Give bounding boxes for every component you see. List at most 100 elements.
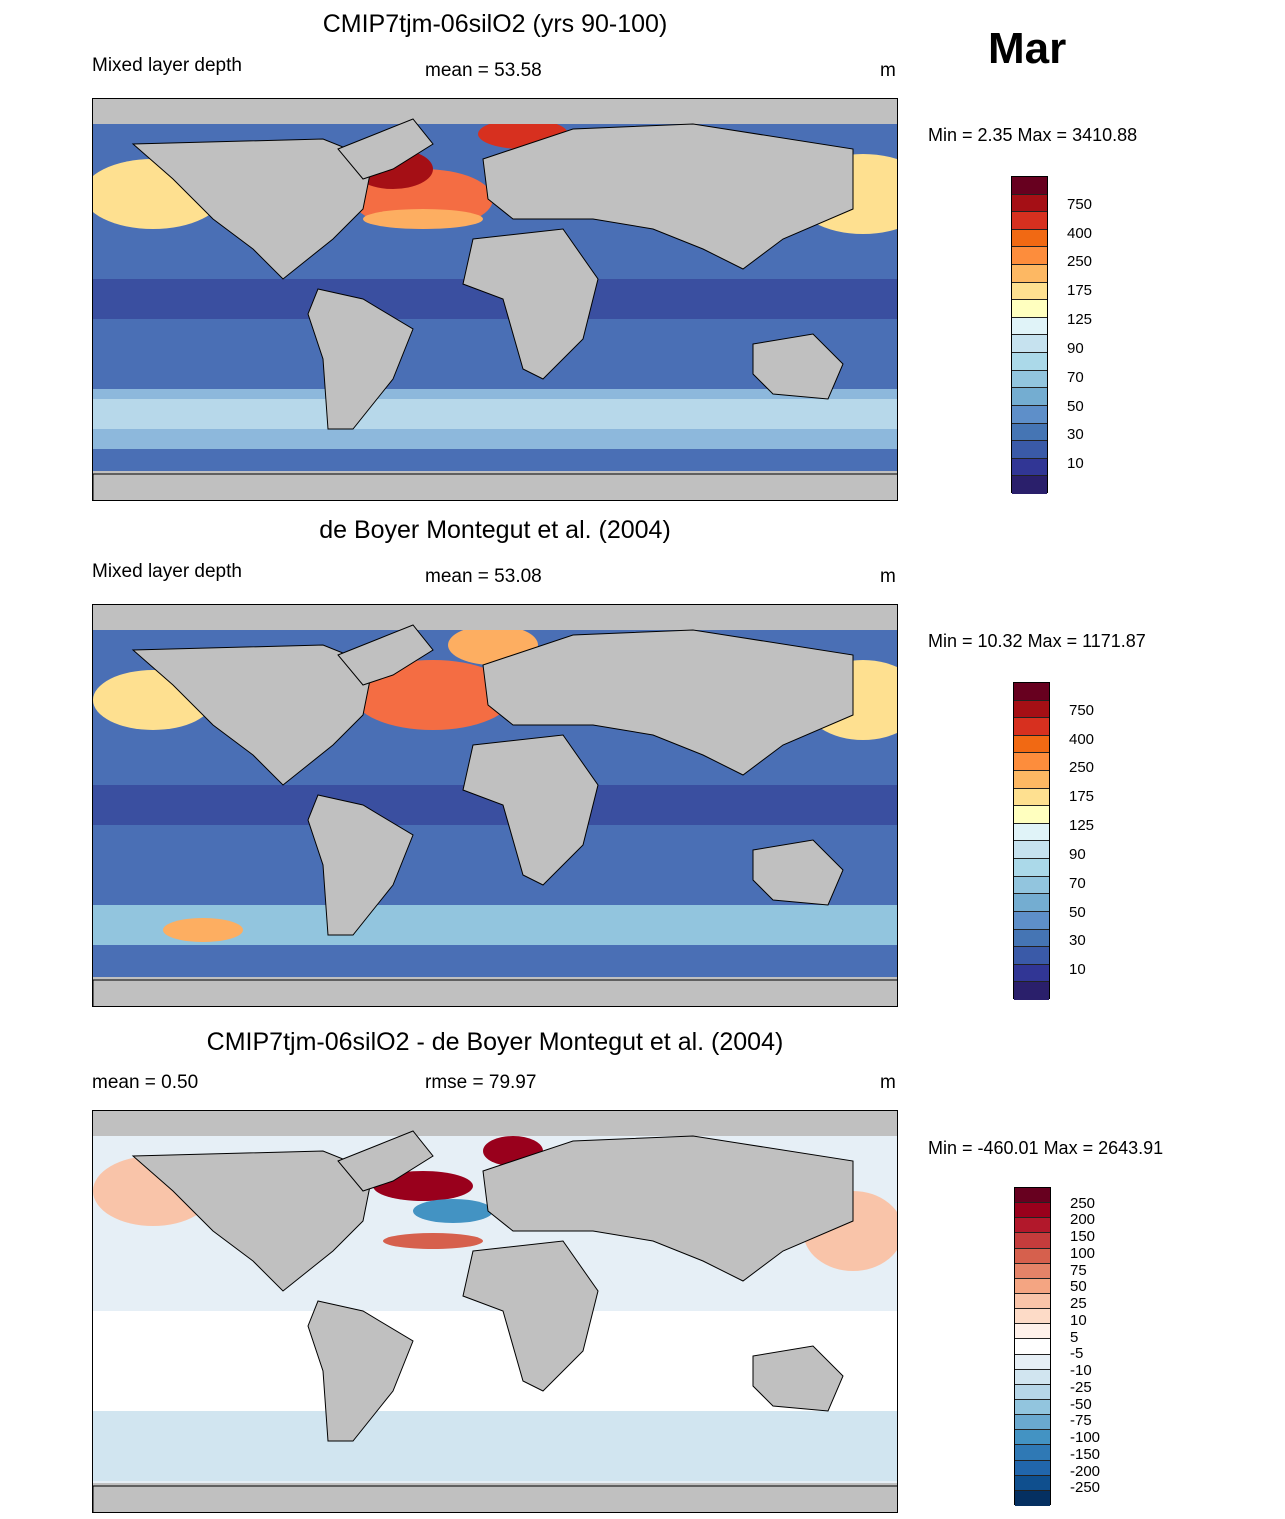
colorbar-segment bbox=[1012, 300, 1047, 318]
colorbar-segment bbox=[1014, 929, 1049, 948]
colorbar-tick-label: 750 bbox=[1067, 195, 1093, 213]
colorbar-tick-label: 400 bbox=[1067, 224, 1093, 242]
colorbar-segment bbox=[1015, 1203, 1050, 1219]
colorbar-tick-label: -25 bbox=[1070, 1378, 1092, 1396]
panel-left-label: Mixed layer depth bbox=[92, 55, 242, 76]
panel-title: de Boyer Montegut et al. (2004) bbox=[319, 516, 671, 544]
colorbar-tick-label: 70 bbox=[1067, 368, 1084, 386]
map-field-svg bbox=[93, 605, 897, 1006]
colorbar-tick-label: 50 bbox=[1069, 903, 1086, 921]
panel-title: CMIP7tjm-06silO2 (yrs 90-100) bbox=[322, 10, 668, 38]
map-field-svg bbox=[93, 99, 897, 500]
colorbar-tick-label: 90 bbox=[1069, 845, 1086, 863]
colorbar-tick-label: 25 bbox=[1070, 1295, 1087, 1313]
world-map bbox=[92, 604, 898, 1007]
colorbar bbox=[1014, 1187, 1051, 1506]
colorbar-segment bbox=[1015, 1475, 1050, 1491]
colorbar-segment bbox=[1012, 353, 1047, 371]
colorbar-segment bbox=[1015, 1399, 1050, 1416]
colorbar-tick-label: 10 bbox=[1069, 961, 1086, 979]
colorbar-tick-label: 30 bbox=[1067, 426, 1084, 444]
colorbar-segment bbox=[1015, 1415, 1050, 1431]
colorbar-tick-label: 5 bbox=[1070, 1328, 1079, 1346]
colorbar-segment bbox=[1015, 1263, 1050, 1279]
colorbar-segment bbox=[1014, 894, 1049, 912]
colorbar-tick-label: 125 bbox=[1069, 817, 1095, 835]
colorbar-tick-label: 250 bbox=[1070, 1194, 1096, 1212]
colorbar-tick-label: 50 bbox=[1067, 397, 1084, 415]
colorbar-segment bbox=[1014, 735, 1049, 754]
colorbar-segment bbox=[1014, 788, 1049, 807]
colorbar-segment bbox=[1014, 823, 1049, 842]
colorbar-segment bbox=[1012, 335, 1047, 354]
colorbar-tick-label: -250 bbox=[1070, 1479, 1101, 1497]
colorbar-tick-label: 75 bbox=[1070, 1261, 1087, 1279]
colorbar-tick-label: -200 bbox=[1070, 1462, 1101, 1480]
colorbar-tick-label: 200 bbox=[1070, 1211, 1096, 1229]
colorbar-segment bbox=[1015, 1248, 1050, 1264]
colorbar-tick-label: 10 bbox=[1070, 1311, 1087, 1329]
panel-rmse-label: rmse = 79.97 bbox=[425, 1072, 537, 1093]
colorbar-segment bbox=[1012, 423, 1047, 442]
colorbar-segment bbox=[1015, 1354, 1050, 1370]
panel-mean-label: mean = 53.08 bbox=[425, 566, 542, 587]
colorbar-tick-label: 90 bbox=[1067, 339, 1084, 357]
panel-title: CMIP7tjm-06silO2 - de Boyer Montegut et … bbox=[206, 1028, 784, 1056]
colorbar-segment bbox=[1012, 265, 1047, 283]
colorbar-segment bbox=[1012, 229, 1047, 248]
colorbar-segment bbox=[1015, 1278, 1050, 1294]
colorbar-segment bbox=[1014, 859, 1049, 877]
colorbar-segment bbox=[1015, 1445, 1050, 1461]
colorbar-segment bbox=[1014, 982, 1049, 1000]
colorbar-tick-label: -5 bbox=[1070, 1345, 1084, 1363]
colorbar-segment bbox=[1012, 247, 1047, 266]
colorbar-segment bbox=[1012, 476, 1047, 494]
colorbar-segment bbox=[1014, 718, 1049, 736]
panel-minmax: Min = 10.32 Max = 1171.87 bbox=[928, 631, 1146, 651]
colorbar-segment bbox=[1014, 911, 1049, 930]
colorbar-segment bbox=[1014, 947, 1049, 965]
colorbar-segment bbox=[1015, 1369, 1050, 1385]
colorbar-tick-label: 10 bbox=[1067, 455, 1084, 473]
colorbar-segment bbox=[1015, 1188, 1050, 1204]
colorbar-tick-label: 175 bbox=[1069, 788, 1095, 806]
colorbar-tick-label: 100 bbox=[1070, 1244, 1096, 1262]
colorbar-segment bbox=[1015, 1233, 1050, 1249]
map-field-svg bbox=[93, 1111, 897, 1512]
colorbar-tick-label: -150 bbox=[1070, 1445, 1101, 1463]
panel-minmax: Min = -460.01 Max = 2643.91 bbox=[928, 1138, 1164, 1158]
panel-minmax: Min = 2.35 Max = 3410.88 bbox=[928, 125, 1138, 145]
colorbar-tick-label: 175 bbox=[1067, 282, 1093, 300]
colorbar-segment bbox=[1014, 700, 1049, 719]
panel-left-label: Mixed layer depth bbox=[92, 561, 242, 582]
colorbar-tick-label: 70 bbox=[1069, 874, 1086, 892]
colorbar-segment bbox=[1014, 683, 1049, 701]
world-map bbox=[92, 98, 898, 501]
colorbar-segment bbox=[1014, 964, 1049, 983]
month-label: Mar bbox=[988, 24, 1067, 73]
colorbar-tick-label: 400 bbox=[1069, 730, 1095, 748]
panel-mean-label: mean = 53.58 bbox=[425, 60, 542, 81]
colorbar-segment bbox=[1012, 317, 1047, 336]
colorbar-segment bbox=[1012, 405, 1047, 424]
colorbar-segment bbox=[1012, 441, 1047, 459]
colorbar-tick-label: 250 bbox=[1069, 759, 1095, 777]
colorbar-segment bbox=[1015, 1293, 1050, 1310]
colorbar bbox=[1013, 682, 1050, 1000]
colorbar-tick-label: 125 bbox=[1067, 311, 1093, 329]
colorbar-segment bbox=[1015, 1339, 1050, 1355]
colorbar-tick-label: -75 bbox=[1070, 1412, 1092, 1430]
colorbar-segment bbox=[1012, 388, 1047, 406]
colorbar-tick-label: 250 bbox=[1067, 253, 1093, 271]
colorbar-segment bbox=[1012, 458, 1047, 477]
world-map bbox=[92, 1110, 898, 1513]
colorbar-segment bbox=[1015, 1309, 1050, 1325]
colorbar bbox=[1011, 176, 1048, 494]
colorbar-segment bbox=[1012, 177, 1047, 195]
colorbar-segment bbox=[1012, 194, 1047, 213]
colorbar-tick-label: 50 bbox=[1070, 1278, 1087, 1296]
colorbar-segment bbox=[1015, 1490, 1050, 1506]
panel-unit-label: m bbox=[880, 1072, 896, 1093]
panel-unit-label: m bbox=[880, 60, 896, 81]
colorbar-tick-label: -10 bbox=[1070, 1362, 1092, 1380]
